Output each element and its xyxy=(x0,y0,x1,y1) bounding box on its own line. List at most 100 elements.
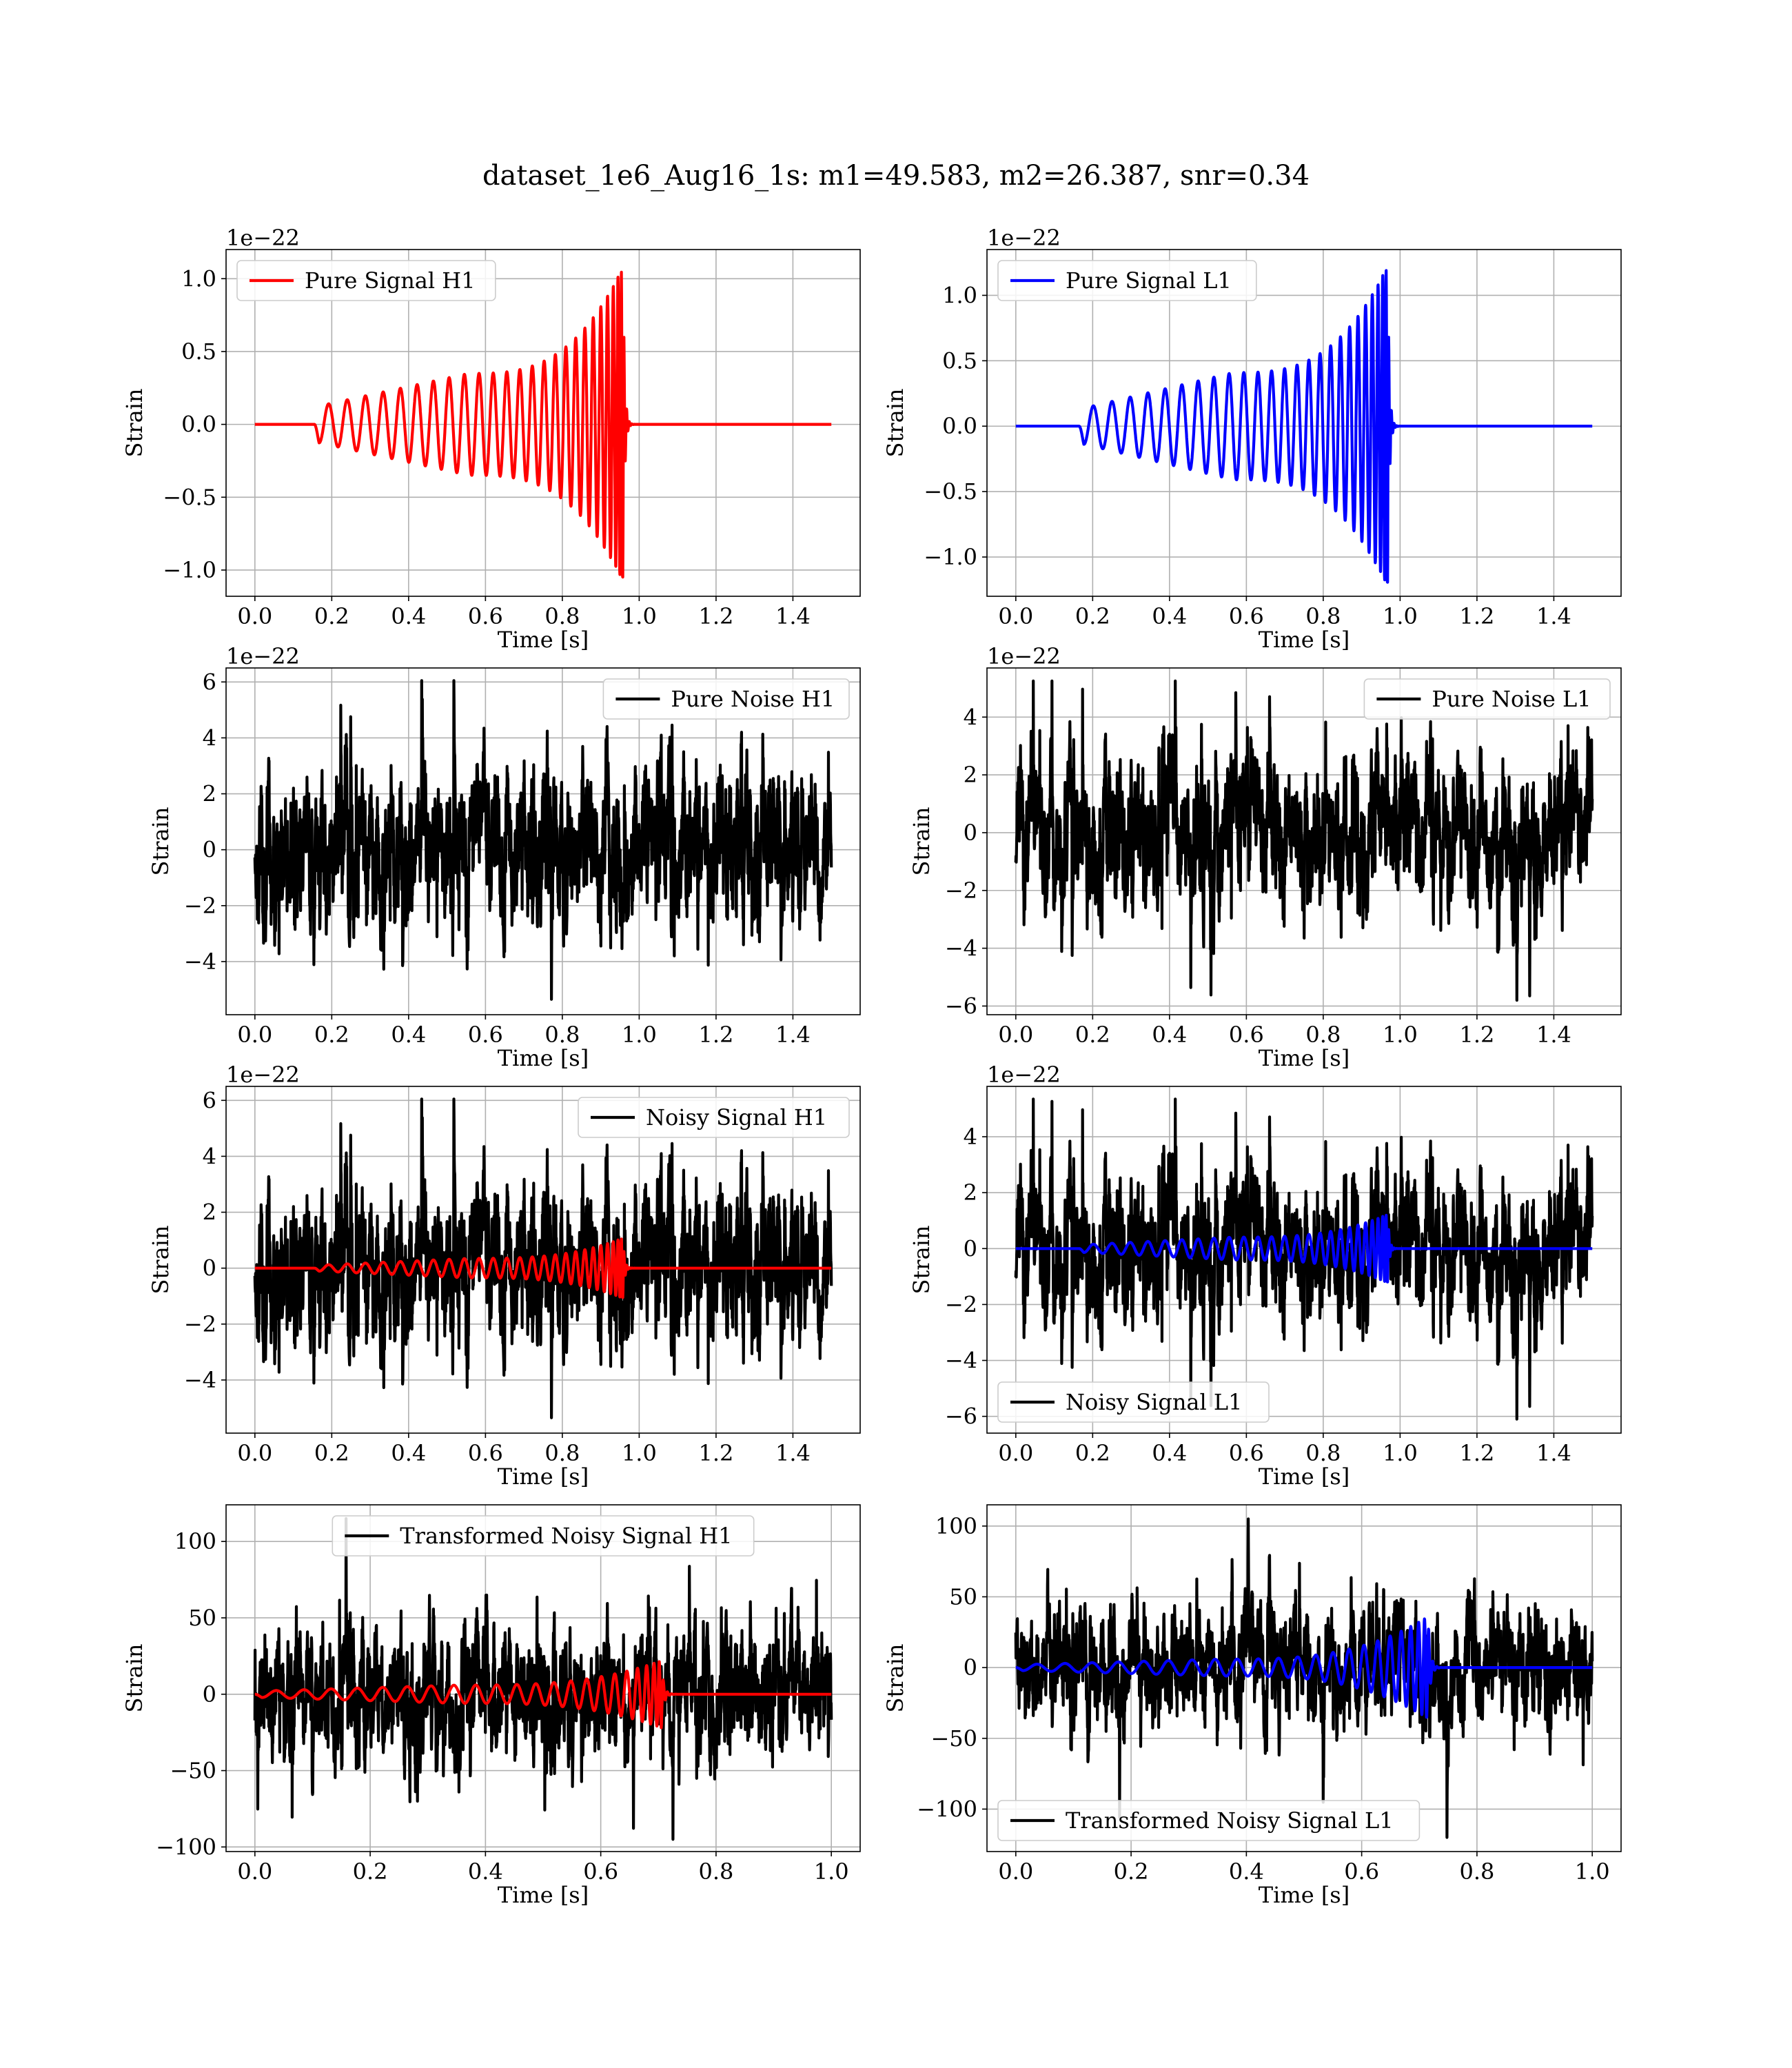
x-tick-label: 1.2 xyxy=(698,1440,733,1466)
legend-box xyxy=(997,260,1257,301)
y-tick-label: −1.0 xyxy=(163,557,216,583)
x-axis-label: Time [s] xyxy=(1259,627,1350,653)
legend-box xyxy=(602,678,850,720)
plot-area xyxy=(253,1097,833,1419)
y-axis-label: Strain xyxy=(121,389,147,458)
y-tick-label: 50 xyxy=(188,1605,216,1631)
x-tick-label: 0.2 xyxy=(1114,1858,1149,1885)
x-axis-label: Time [s] xyxy=(1259,1882,1350,1908)
y-tick-label: −100 xyxy=(917,1796,977,1822)
axes-frame xyxy=(986,667,1622,1015)
plot-area xyxy=(1014,1097,1594,1421)
x-axis-label: Time [s] xyxy=(1259,1045,1350,1071)
pure-noise-h1-line xyxy=(253,679,833,1001)
x-tick-label: 0.0 xyxy=(998,603,1033,629)
axes-frame xyxy=(225,1086,861,1434)
y-axis-label: Strain xyxy=(908,1226,935,1295)
x-tick-label: 0.6 xyxy=(468,603,503,629)
y-axis-label: Strain xyxy=(121,1644,147,1713)
y-tick-label: −6 xyxy=(945,1403,977,1430)
y-tick-label: 50 xyxy=(949,1583,977,1610)
axes-frame xyxy=(986,249,1622,597)
x-tick-label: 1.0 xyxy=(814,1858,849,1885)
y-tick-label: 2 xyxy=(964,1179,977,1206)
subplot-pure-signal-l1: 0.0 0.2 0.4 0.6 0.8 1.0 1.2 1.4 −1.0 −0.5 0.0 0.5 1.… xyxy=(882,225,1622,653)
x-tick-label: 1.4 xyxy=(1536,1022,1571,1048)
legend-box xyxy=(332,1515,755,1557)
x-tick-label: 0.0 xyxy=(237,1022,272,1048)
noisy-signal-l1-line xyxy=(1014,1097,1594,1421)
y-tick-label: 100 xyxy=(174,1528,216,1554)
x-tick-label: 1.2 xyxy=(1459,1022,1494,1048)
x-tick-label: 1.4 xyxy=(775,1440,811,1466)
y-tick-label: 0.5 xyxy=(942,347,977,374)
y-offset-label: 1e−22 xyxy=(987,225,1061,251)
y-tick-label: −4 xyxy=(945,935,977,962)
signal-overlay-line xyxy=(254,1237,833,1299)
legend-label: Pure Noise H1 xyxy=(671,686,835,712)
legend: Pure Noise H1 xyxy=(602,678,850,720)
x-tick-label: 0.2 xyxy=(314,1022,349,1048)
x-tick-label: 1.0 xyxy=(622,603,657,629)
y-offset-label: 1e−22 xyxy=(226,1062,300,1088)
x-tick-label: 0.2 xyxy=(1075,1022,1110,1048)
x-tick-label: 0.4 xyxy=(391,1022,426,1048)
y-tick-label: 1.0 xyxy=(181,265,216,292)
legend: Noisy Signal L1 xyxy=(997,1381,1270,1423)
y-axis-label: Strain xyxy=(147,807,174,876)
x-tick-label: 1.4 xyxy=(1536,603,1571,629)
y-tick-label: 4 xyxy=(964,1124,977,1150)
x-tick-label: 0.8 xyxy=(1305,1022,1341,1048)
x-tick-label: 0.2 xyxy=(1075,1440,1110,1466)
y-tick-label: 6 xyxy=(203,669,216,695)
x-axis-label: Time [s] xyxy=(498,1045,589,1071)
axes-frame xyxy=(225,667,861,1015)
y-tick-label: 0 xyxy=(203,1255,216,1281)
subplot-pure-signal-h1: 0.0 0.2 0.4 0.6 0.8 1.0 1.2 1.4 −1.0 −0.5 0.0 0.5 1.… xyxy=(121,225,861,653)
signal-overlay-line xyxy=(254,1660,833,1730)
legend-label: Transformed Noisy Signal L1 xyxy=(1066,1807,1394,1834)
y-offset-label: 1e−22 xyxy=(226,643,300,669)
x-tick-label: 0.6 xyxy=(583,1858,618,1885)
y-axis-label: Strain xyxy=(147,1226,174,1295)
x-tick-label: 0.4 xyxy=(391,1440,426,1466)
figure-title: dataset_1e6_Aug16_1s: m1=49.583, m2=26.3… xyxy=(482,160,1310,192)
subplot-pure-noise-l1: 0.0 0.2 0.4 0.6 0.8 1.0 1.2 1.4 −6 −4 −2 0 2 4 Time [s… xyxy=(908,643,1622,1071)
legend-label: Noisy Signal L1 xyxy=(1066,1389,1243,1415)
legend: Pure Signal H1 xyxy=(236,260,496,301)
x-tick-label: 0.4 xyxy=(391,603,426,629)
x-tick-label: 1.0 xyxy=(1383,1440,1418,1466)
legend-box xyxy=(997,1381,1270,1423)
y-tick-label: 0 xyxy=(203,1681,216,1707)
plot-area xyxy=(254,270,833,579)
x-tick-label: 1.0 xyxy=(1383,603,1418,629)
y-tick-label: −0.5 xyxy=(924,478,977,505)
y-tick-label: 1.0 xyxy=(942,282,977,308)
y-tick-label: −2 xyxy=(184,893,216,919)
x-tick-label: 0.2 xyxy=(353,1858,388,1885)
x-axis-label: Time [s] xyxy=(498,1882,589,1908)
x-tick-label: 1.4 xyxy=(775,603,811,629)
x-tick-label: 0.2 xyxy=(314,1440,349,1466)
y-tick-label: −0.5 xyxy=(163,484,216,510)
y-tick-label: −2 xyxy=(945,878,977,904)
x-tick-label: 0.4 xyxy=(468,1858,503,1885)
subplot-transformed-noisy-signal-h1: 0.0 0.2 0.4 0.6 0.8 1.0 −100 −50 0 50 100 Time [s] S… xyxy=(121,1504,861,1908)
y-tick-label: 2 xyxy=(203,1199,216,1226)
legend-box xyxy=(578,1097,850,1138)
x-tick-label: 0.0 xyxy=(237,1440,272,1466)
x-tick-label: 0.4 xyxy=(1152,1440,1187,1466)
x-tick-label: 0.0 xyxy=(237,1858,272,1885)
x-tick-label: 0.6 xyxy=(1344,1858,1379,1885)
axes-frame xyxy=(986,1504,1622,1852)
subplot-transformed-noisy-signal-l1: 0.0 0.2 0.4 0.6 0.8 1.0 −100 −50 0 50 100 Time [s] S… xyxy=(882,1504,1622,1908)
x-tick-label: 0.8 xyxy=(544,1022,580,1048)
legend-label: Pure Signal L1 xyxy=(1066,267,1232,294)
plot-area xyxy=(253,679,833,1001)
x-tick-label: 0.6 xyxy=(468,1022,503,1048)
y-tick-label: 0.0 xyxy=(942,413,977,439)
plot-area xyxy=(1014,1517,1594,1839)
y-axis-label: Strain xyxy=(882,1644,908,1713)
x-tick-label: 0.8 xyxy=(1459,1858,1494,1885)
y-tick-label: 0 xyxy=(203,837,216,863)
